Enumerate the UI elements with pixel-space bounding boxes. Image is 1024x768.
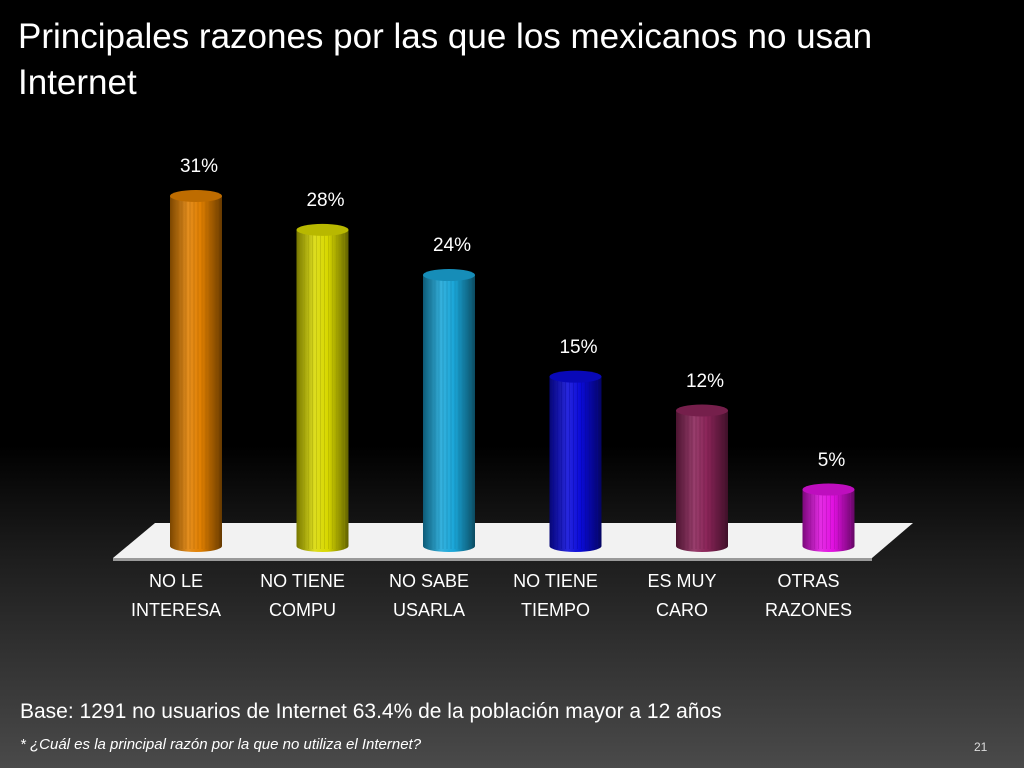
data-label: 5% <box>817 449 846 471</box>
bar-body <box>802 489 855 552</box>
bar-body <box>549 376 602 552</box>
category-label: NO TIENE TIEMPO <box>491 567 621 625</box>
category-label-line: OTRAS <box>777 571 840 591</box>
category-label-line: NO SABE <box>388 571 470 591</box>
slide-number: 21 <box>974 740 988 754</box>
category-label-line: NO LE <box>148 571 204 591</box>
bar-cap <box>676 404 728 417</box>
bar-cap <box>423 269 475 282</box>
bar <box>549 370 602 552</box>
bar-body <box>170 196 222 552</box>
data-label: 15% <box>559 336 598 358</box>
chart-floor <box>113 523 913 558</box>
category-label-line: NO TIENE <box>513 571 598 591</box>
category-label: NO SABE USARLA <box>364 567 494 625</box>
bar-cap <box>296 223 349 236</box>
bar <box>296 223 349 552</box>
category-label: NO LE INTERESA <box>111 567 241 625</box>
category-label-line: USARLA <box>392 600 466 620</box>
bar-cap <box>802 483 855 496</box>
bar <box>423 269 475 552</box>
slide-title: Principales razones por las que los mexi… <box>18 17 873 102</box>
data-label: 28% <box>306 189 345 211</box>
category-label-line: TIEMPO <box>520 600 590 620</box>
category-label: ES MUY CARO <box>617 567 747 625</box>
bar-body <box>423 275 475 552</box>
bar <box>170 190 222 552</box>
data-label: 12% <box>685 370 725 392</box>
data-label: 24% <box>432 235 472 257</box>
bar <box>802 483 855 552</box>
category-label-line: ES MUY <box>647 571 717 591</box>
bar-body <box>676 410 728 552</box>
bar-cap <box>170 190 222 202</box>
category-label-line: INTERESA <box>130 600 222 620</box>
data-label: 31% <box>179 156 219 177</box>
bar-body <box>296 229 349 552</box>
category-label-line: COMPU <box>269 600 336 620</box>
base-note: Base: 1291 no usuarios de Internet 63.4%… <box>20 700 722 723</box>
category-label-line: CARO <box>655 600 708 620</box>
bar-cap <box>549 370 602 383</box>
question-note: * ¿Cuál es la principal razón por la que… <box>20 736 422 753</box>
bar <box>676 404 728 552</box>
chart-floor-edge <box>113 558 872 561</box>
category-label: OTRAS RAZONES <box>744 567 874 625</box>
category-label-line: RAZONES <box>764 600 852 620</box>
category-label-line: NO TIENE <box>260 571 345 591</box>
category-label: NO TIENE COMPU <box>238 567 368 625</box>
